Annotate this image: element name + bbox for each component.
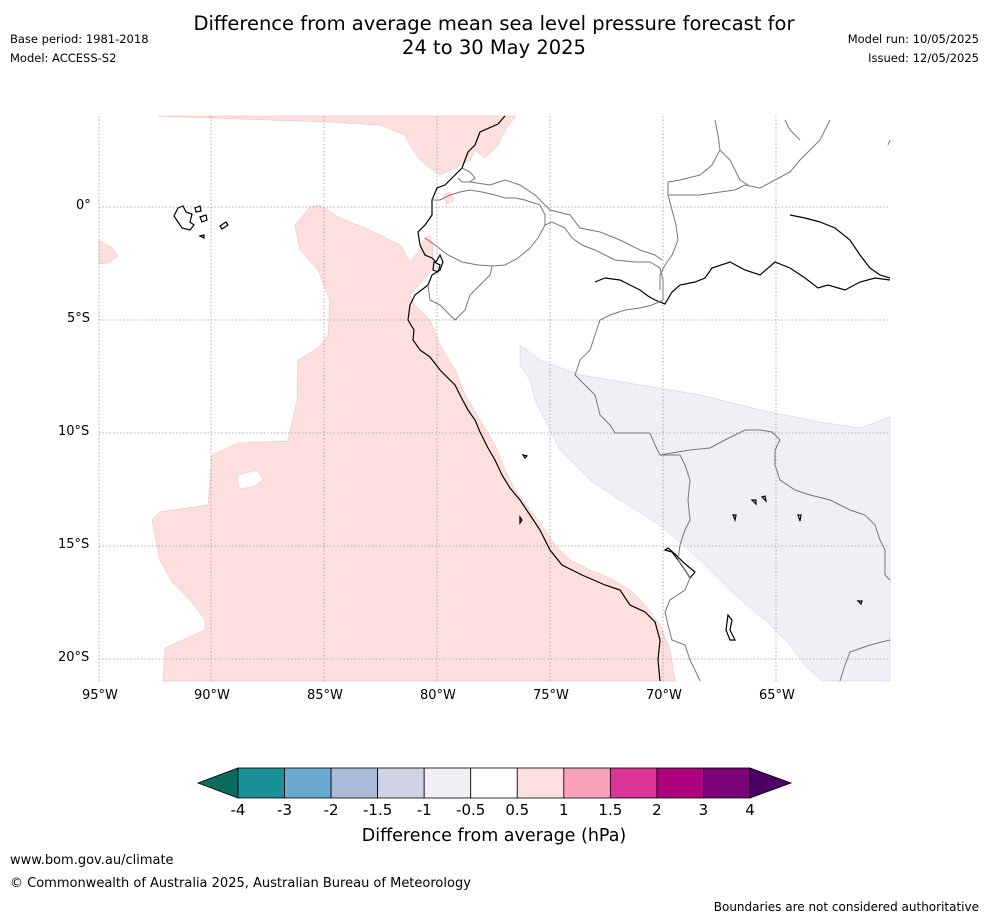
- colorbar-tick-label: -0.5: [456, 801, 486, 819]
- bom-url-link[interactable]: www.bom.gov.au/climate: [10, 853, 174, 868]
- colorbar-tick-label: 0.5: [505, 801, 530, 819]
- colorbar-tick-label: 1.5: [598, 801, 623, 819]
- lat-label-20s: 20°S: [58, 650, 90, 665]
- colorbar-tick-label: -2: [323, 801, 339, 819]
- graticule: [98, 116, 890, 681]
- issued-text: Issued: 12/05/2025: [868, 51, 979, 65]
- colorbar-tick-label: -4: [230, 801, 246, 819]
- colorbar-cell: [516, 767, 565, 799]
- colorbar-cell: [284, 767, 332, 799]
- lat-label-0: 0°: [76, 198, 91, 213]
- model-run-text: Model run: 10/05/2025: [847, 32, 979, 46]
- colorbar: [196, 767, 793, 799]
- colorbar-cell: [423, 767, 472, 799]
- copyright-text: © Commonwealth of Australia 2025, Austra…: [10, 876, 471, 891]
- lon-label-70w: 70°W: [646, 688, 682, 703]
- colorbar-tick-label: -3: [277, 801, 293, 819]
- lon-label-85w: 85°W: [307, 688, 343, 703]
- pacific-positive-anomaly: [151, 204, 676, 682]
- model-text: Model: ACCESS-S2: [10, 51, 117, 65]
- coastline: [173, 115, 891, 682]
- colorbar-cells: [237, 767, 751, 799]
- colorbar-cell: [330, 767, 379, 799]
- western-edge-anomaly: [98, 239, 119, 265]
- lon-label-95w: 95°W: [82, 688, 118, 703]
- base-period-text: Base period: 1981-2018: [10, 32, 149, 46]
- lat-label-5s: 5°S: [67, 311, 91, 326]
- lat-label-10s: 10°S: [58, 424, 90, 439]
- colorbar-high-extend: [749, 767, 793, 799]
- colorbar-cell: [470, 767, 518, 799]
- lon-label-75w: 75°W: [533, 688, 569, 703]
- colorbar-cell: [563, 767, 611, 799]
- lat-label-15s: 15°S: [58, 537, 90, 552]
- colorbar-tick-label: 3: [698, 801, 709, 819]
- colorbar-cell: [656, 767, 704, 799]
- northern-positive-anomaly: [157, 115, 517, 176]
- colorbar-cell: [703, 767, 751, 799]
- title-line-1: Difference from average mean sea level p…: [193, 12, 795, 35]
- colorbar-tick-label: 4: [745, 801, 755, 819]
- disclaimer-text: Boundaries are not considered authoritat…: [713, 900, 979, 914]
- lon-label-90w: 90°W: [194, 688, 230, 703]
- colorbar-title: Difference from average (hPa): [361, 826, 627, 846]
- colorbar-tick-label: -1.5: [362, 801, 393, 819]
- colorbar-cell: [377, 767, 425, 799]
- colorbar-cell: [609, 767, 658, 799]
- lon-label-80w: 80°W: [420, 688, 456, 703]
- lon-label-65w: 65°W: [759, 688, 795, 703]
- title-line-2: 24 to 30 May 2025: [402, 36, 586, 59]
- pacific-positive-hole: [236, 469, 264, 490]
- colorbar-cell: [237, 767, 285, 799]
- country-boundaries: [424, 119, 891, 682]
- map-title: Difference from average mean sea level p…: [0, 12, 988, 60]
- colorbar-tick-label: 1: [559, 801, 569, 819]
- colorbar-tick-label: 2: [652, 801, 662, 819]
- colorbar-low-extend: [196, 767, 239, 799]
- colorbar-tick-label: -1: [416, 801, 432, 819]
